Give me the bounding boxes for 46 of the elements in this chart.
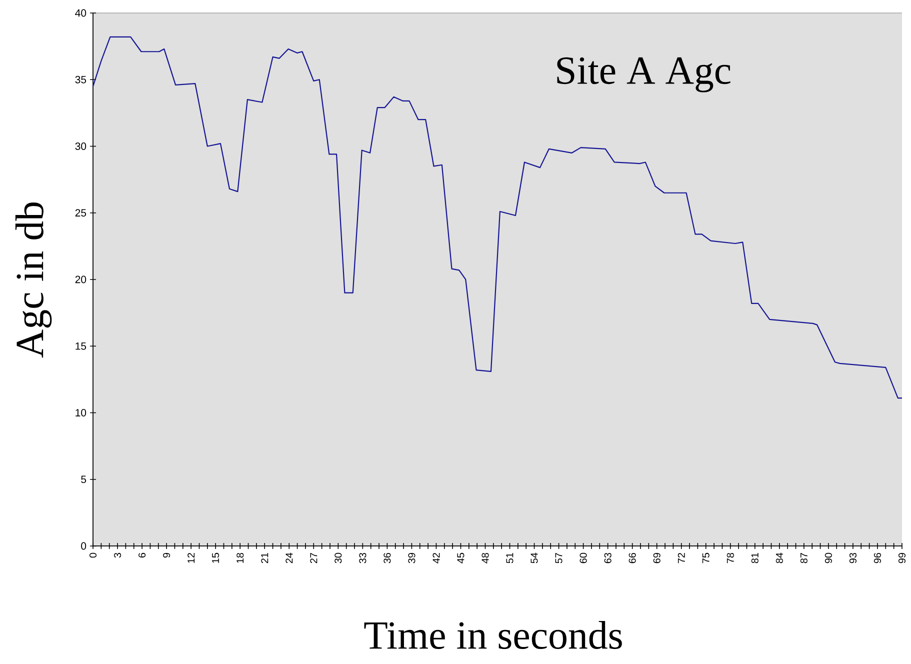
text: Site A Agc (557, 57, 730, 92)
x-tick-label: 78 (726, 552, 734, 564)
y-tick-label: 5 (81, 476, 86, 484)
x-tick-label: 36 (384, 552, 391, 564)
y-tick-label: 0 (81, 542, 86, 550)
x-tick-label: 0 (89, 552, 97, 558)
x-tick-label: 3 (114, 552, 122, 558)
x-tick-label: 84 (776, 552, 783, 564)
x-tick-label: 39 (408, 552, 416, 564)
x-tick-label: 57 (555, 553, 562, 564)
x-tick-label: 87 (800, 553, 808, 564)
y-tick-label: 35 (75, 76, 86, 84)
x-tick-label: 45 (457, 552, 464, 564)
x-tick-label: 27 (310, 553, 318, 564)
x-tick-label: 60 (580, 552, 587, 564)
x-tick-label: 63 (604, 552, 612, 564)
y-tick-label: 10 (76, 409, 86, 416)
x-tick-label: 54 (530, 552, 538, 564)
x-tick-label: 51 (506, 552, 514, 564)
x-tick-label: 15 (212, 552, 220, 563)
x-tick-label: 30 (334, 552, 342, 564)
y-axis-title: Agc in db (15, 202, 52, 358)
x-tick-label: 12 (188, 553, 195, 563)
y-tick-label: 15 (76, 342, 86, 350)
x-tick-label: 18 (236, 552, 244, 563)
y-tick-label: 30 (75, 142, 86, 150)
x-tick-label: 99 (898, 552, 906, 564)
x-tick-label: 96 (874, 552, 882, 564)
x-tick-label: 81 (751, 552, 758, 564)
x-tick-label: 75 (702, 552, 710, 564)
y-tick-label: 20 (75, 276, 86, 284)
x-tick-label: 9 (163, 552, 170, 558)
x-axis-title: Time in seconds (364, 620, 622, 650)
x-tick-label: 93 (849, 552, 856, 564)
x-tick-label: 24 (286, 552, 293, 564)
x-tick-label: 69 (653, 552, 660, 564)
x-tick-label: 6 (138, 552, 146, 558)
y-tick-label: 25 (75, 209, 86, 217)
x-tick-label: 72 (678, 553, 685, 564)
x-tick-label: 66 (628, 552, 636, 564)
x-tick-label: 48 (482, 552, 489, 564)
x-tick-label: 90 (824, 552, 832, 564)
y-tick-label: 40 (75, 9, 86, 17)
x-tick-label: 42 (432, 553, 440, 564)
x-tick-label: 21 (261, 552, 268, 564)
x-tick-label: 33 (359, 552, 366, 564)
